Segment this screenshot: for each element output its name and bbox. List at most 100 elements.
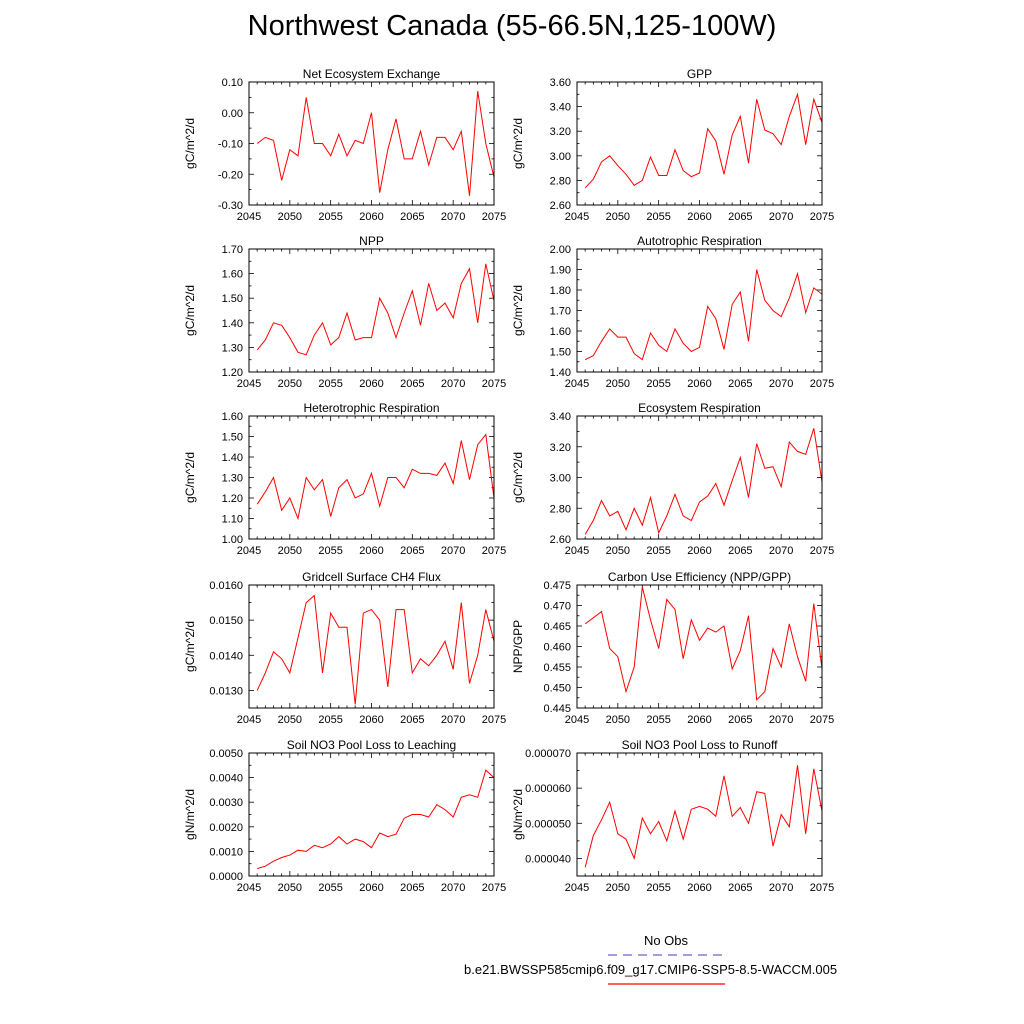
y-tick-label: 3.20 (550, 126, 571, 138)
y-tick-label: 0.000050 (525, 818, 571, 830)
x-tick-label: 2045 (237, 211, 261, 223)
y-tick-label: 1.50 (550, 347, 571, 359)
panel-title: NPP (359, 234, 384, 248)
x-tick-label: 2045 (565, 378, 589, 390)
panel-1: Net Ecosystem Exchange gC/m^2/d 2045 2050 20… (183, 67, 506, 223)
y-tick-label: 1.00 (222, 534, 243, 546)
page-title: Northwest Canada (55-66.5N,125-100W) (247, 10, 777, 42)
y-tick-label: 0.445 (543, 703, 571, 715)
x-tick-label: 2055 (318, 545, 342, 557)
x-tick-label: 2050 (606, 714, 630, 726)
plot-frame (576, 584, 823, 709)
x-tick-label: 2070 (441, 378, 465, 390)
x-tick-label: 2075 (482, 714, 506, 726)
plot-frame (576, 415, 823, 540)
panel-3: NPP gC/m^2/d 2045 2050 2055 2060 2065 2070 2075 1… (183, 234, 506, 390)
panel-title: Soil NO3 Pool Loss to Runoff (622, 738, 779, 752)
plot-frame (248, 248, 495, 373)
legend-obs-label: No Obs (643, 933, 689, 948)
series-line (584, 92, 823, 189)
x-tick-label: 2055 (646, 378, 670, 390)
x-tick-label: 2050 (606, 882, 630, 894)
y-axis-label: gC/m^2/d (511, 285, 525, 336)
y-tick-label: 0.465 (543, 621, 571, 633)
x-tick-label: 2065 (400, 545, 424, 557)
y-tick-label: -0.10 (218, 139, 243, 151)
y-tick-label: 0.00 (222, 108, 243, 120)
x-tick-label: 2075 (810, 378, 834, 390)
y-tick-label: 0.000040 (525, 853, 571, 865)
x-tick-label: 2065 (728, 714, 752, 726)
y-tick-label: 0.0040 (209, 773, 243, 785)
x-tick-label: 2060 (687, 545, 711, 557)
x-tick-label: 2070 (441, 211, 465, 223)
legend-model-label: b.e21.BWSSP585cmip6.f09_g17.CMIP6-SSP5-8… (464, 962, 838, 977)
x-tick-label: 2060 (687, 211, 711, 223)
y-tick-label: 0.0020 (209, 822, 243, 834)
y-tick-label: 0.10 (222, 77, 243, 89)
y-tick-label: -0.20 (218, 169, 243, 181)
y-tick-label: 1.30 (222, 342, 243, 354)
y-tick-label: 2.60 (550, 200, 571, 212)
series-line (584, 269, 823, 361)
y-axis-label: gC/m^2/d (183, 621, 197, 672)
y-tick-label: 3.60 (550, 77, 571, 89)
y-tick-label: 1.40 (222, 318, 243, 330)
x-tick-label: 2065 (400, 882, 424, 894)
x-tick-label: 2050 (278, 882, 302, 894)
panel-title: Ecosystem Respiration (638, 401, 761, 415)
y-tick-label: 3.20 (550, 442, 571, 454)
y-tick-label: 1.10 (222, 514, 243, 526)
y-tick-label: 3.00 (550, 473, 571, 485)
plot-frame (576, 752, 823, 877)
x-tick-label: 2070 (441, 882, 465, 894)
panel-4: Autotrophic Respiration gC/m^2/d 2045 2050 2… (511, 234, 834, 390)
x-tick-label: 2075 (482, 882, 506, 894)
x-tick-label: 2050 (278, 714, 302, 726)
y-tick-label: 0.470 (543, 601, 571, 613)
y-tick-label: 2.80 (550, 503, 571, 515)
y-tick-label: 2.00 (550, 244, 571, 256)
panel-6: Ecosystem Respiration gC/m^2/d 2045 2050 205… (511, 401, 834, 557)
x-tick-label: 2045 (565, 545, 589, 557)
panel-5: Heterotrophic Respiration gC/m^2/d 2045 205… (183, 401, 506, 557)
x-tick-label: 2045 (237, 714, 261, 726)
y-axis-label: gN/m^2/d (511, 789, 525, 840)
y-axis-label: gC/m^2/d (183, 285, 197, 336)
panel-title: GPP (687, 67, 712, 81)
x-tick-label: 2055 (318, 714, 342, 726)
x-tick-label: 2075 (810, 714, 834, 726)
y-tick-label: -0.30 (218, 200, 243, 212)
y-tick-label: 2.60 (550, 534, 571, 546)
plot-frame (248, 584, 495, 709)
x-tick-label: 2075 (482, 211, 506, 223)
x-tick-label: 2060 (359, 211, 383, 223)
y-tick-label: 1.30 (222, 473, 243, 485)
y-axis-label: gC/m^2/d (511, 118, 525, 169)
x-tick-label: 2065 (400, 378, 424, 390)
x-tick-label: 2045 (237, 882, 261, 894)
y-tick-label: 0.0030 (209, 797, 243, 809)
x-tick-label: 2065 (400, 211, 424, 223)
y-tick-label: 0.000070 (525, 748, 571, 760)
x-tick-label: 2055 (318, 378, 342, 390)
x-tick-label: 2065 (728, 211, 752, 223)
y-tick-label: 1.90 (550, 265, 571, 277)
x-tick-label: 2070 (769, 211, 793, 223)
y-tick-label: 0.475 (543, 580, 571, 592)
x-tick-label: 2075 (482, 545, 506, 557)
y-tick-label: 1.50 (222, 432, 243, 444)
y-tick-label: 0.0140 (209, 650, 243, 662)
y-axis-label: gC/m^2/d (183, 452, 197, 503)
y-tick-label: 0.0160 (209, 580, 243, 592)
series-line (584, 428, 823, 535)
y-tick-label: 0.0010 (209, 846, 243, 858)
panel-10: Soil NO3 Pool Loss to Runoff gN/m^2/d 2045… (511, 738, 834, 894)
y-tick-label: 1.40 (550, 367, 571, 379)
x-tick-label: 2075 (810, 545, 834, 557)
y-tick-label: 1.40 (222, 452, 243, 464)
panel-title: Net Ecosystem Exchange (303, 67, 441, 81)
x-tick-label: 2070 (769, 714, 793, 726)
series-line (584, 765, 823, 868)
